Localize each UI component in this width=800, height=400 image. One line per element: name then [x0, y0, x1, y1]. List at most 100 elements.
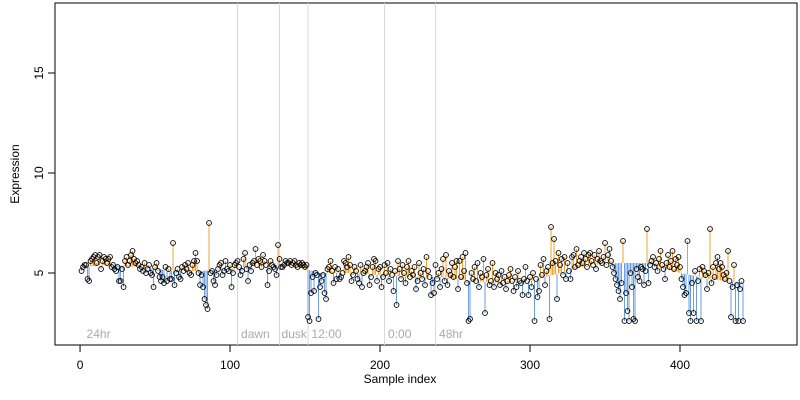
point	[435, 270, 442, 276]
point	[509, 278, 515, 284]
point	[525, 292, 532, 298]
point	[512, 274, 518, 280]
point	[177, 276, 184, 282]
point	[380, 274, 386, 280]
point	[356, 280, 362, 286]
point	[467, 316, 473, 322]
point	[461, 268, 467, 274]
point	[419, 276, 425, 282]
point	[507, 266, 514, 272]
point	[710, 264, 716, 270]
point	[171, 282, 178, 288]
point	[386, 278, 392, 284]
point	[540, 256, 547, 262]
point	[365, 260, 371, 266]
point	[374, 278, 380, 284]
point	[263, 262, 269, 268]
point	[578, 254, 584, 260]
point	[414, 278, 421, 284]
point	[474, 260, 481, 266]
point	[617, 296, 623, 302]
point	[366, 282, 373, 288]
x-tick-label: 0	[77, 358, 84, 372]
point	[114, 264, 121, 270]
y-tick-label: 5	[32, 269, 46, 276]
point	[245, 278, 251, 284]
point	[603, 262, 610, 268]
point	[633, 266, 640, 272]
point	[254, 262, 260, 268]
point	[584, 264, 590, 270]
point	[390, 288, 397, 294]
point	[468, 270, 475, 276]
point	[560, 272, 566, 278]
point	[627, 270, 634, 276]
point	[377, 264, 383, 270]
point	[534, 294, 541, 300]
point	[545, 264, 551, 270]
point	[348, 278, 355, 284]
point	[168, 276, 175, 282]
point	[731, 262, 737, 268]
point	[690, 310, 697, 316]
point	[368, 274, 374, 280]
point	[657, 248, 664, 254]
point	[218, 260, 224, 266]
point	[129, 248, 136, 254]
point	[410, 272, 416, 278]
point	[456, 258, 463, 264]
point	[392, 268, 398, 274]
point	[395, 258, 401, 264]
point	[537, 262, 544, 268]
point	[722, 276, 728, 282]
point	[117, 278, 124, 284]
point	[582, 256, 589, 262]
point	[666, 264, 673, 270]
point	[527, 274, 533, 280]
point	[350, 272, 356, 278]
point	[309, 274, 316, 280]
point	[345, 254, 352, 260]
point	[449, 260, 455, 266]
point	[272, 266, 278, 272]
point	[689, 280, 695, 286]
point	[740, 318, 746, 324]
point	[423, 254, 430, 260]
point	[393, 302, 400, 308]
point	[687, 318, 694, 324]
point	[675, 254, 682, 260]
point	[692, 268, 698, 274]
point	[98, 266, 104, 272]
point	[726, 278, 733, 284]
point	[476, 284, 482, 290]
point	[623, 290, 629, 296]
point	[357, 262, 364, 268]
point	[581, 250, 587, 256]
point	[444, 282, 451, 288]
point	[311, 288, 317, 294]
annotation: 24hr	[87, 327, 111, 341]
point	[503, 286, 509, 292]
point	[533, 276, 539, 282]
point	[398, 276, 404, 282]
point	[264, 282, 271, 288]
point	[240, 256, 247, 262]
annotation: dawn	[241, 327, 270, 341]
point	[119, 266, 125, 272]
point	[620, 238, 626, 244]
annotation: 48hr	[439, 327, 463, 341]
point	[678, 276, 685, 282]
point	[542, 282, 548, 288]
point	[668, 258, 674, 264]
point	[242, 250, 248, 256]
point	[222, 258, 229, 264]
point	[429, 280, 436, 286]
point	[669, 248, 676, 254]
point	[557, 262, 563, 268]
point	[491, 284, 497, 290]
point	[266, 268, 272, 274]
point	[452, 264, 458, 270]
point	[396, 266, 403, 272]
point	[602, 240, 608, 246]
